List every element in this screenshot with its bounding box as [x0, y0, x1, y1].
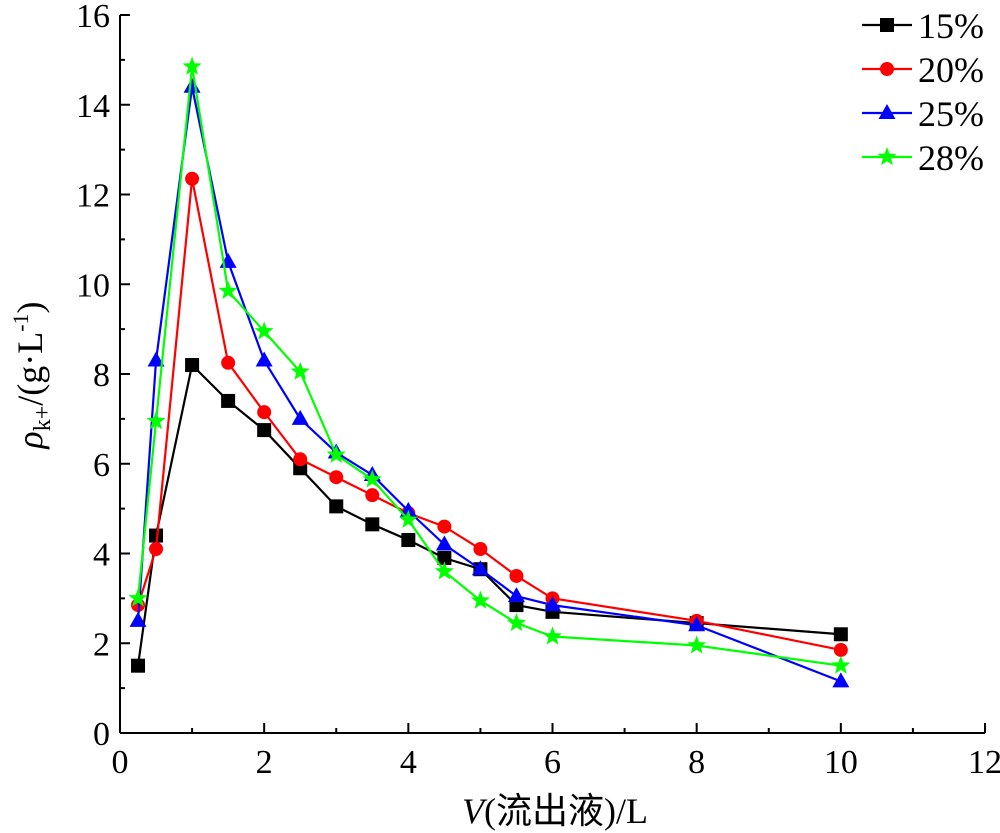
series-28pct-point [146, 411, 166, 430]
y-tick-label: 10 [76, 267, 110, 304]
legend-marker [880, 62, 894, 76]
series-20pct-point [509, 568, 524, 583]
series-20pct-point [473, 542, 488, 557]
x-tick-label: 8 [688, 744, 705, 781]
x-tick-label: 4 [400, 744, 417, 781]
series-25pct-point [471, 560, 489, 576]
series-28pct-point [542, 626, 563, 645]
series-25pct-point [147, 351, 165, 367]
series-28pct-point [434, 561, 454, 580]
y-tick-label: 8 [93, 357, 110, 394]
series-28pct-point [687, 635, 707, 654]
series-20pct-point [365, 488, 380, 503]
y-tick-label: 4 [93, 537, 110, 574]
series-15pct [131, 358, 848, 673]
legend-label: 28% [918, 138, 984, 178]
series-28pct [128, 56, 851, 674]
series-28pct-point [831, 655, 851, 674]
series-28pct-point [254, 321, 274, 340]
series-15pct-point [185, 358, 200, 373]
series-20pct-point [329, 470, 344, 485]
y-tick-label: 12 [76, 178, 110, 215]
series-28pct-point [362, 469, 382, 488]
series-25pct-point [688, 616, 706, 632]
x-tick-label: 2 [256, 744, 273, 781]
series-15pct-point [131, 658, 146, 673]
series-15pct-point [365, 517, 380, 532]
series-28pct-point [398, 509, 418, 528]
x-tick-label: 6 [544, 744, 561, 781]
series-25pct-point [507, 587, 525, 603]
series-25pct [129, 77, 850, 688]
series-20pct-point [149, 542, 164, 557]
legend-label: 15% [918, 6, 984, 46]
legend-item-25pct: 25% [862, 94, 984, 134]
legend-marker [877, 147, 897, 166]
series-20pct-point [437, 519, 452, 534]
legend-item-28pct: 28% [862, 138, 984, 178]
x-tick-label: 12 [968, 744, 1000, 781]
series-20pct-point [293, 452, 308, 467]
series-28pct-point [506, 613, 526, 632]
legend-item-20pct: 20% [862, 50, 984, 90]
series-15pct-point [149, 528, 164, 543]
series-15pct-point [833, 627, 848, 642]
axes: 0 2 4 6 8 10 12 0 2 4 6 8 10 12 14 16 [76, 0, 1000, 781]
series-15pct-point [401, 533, 416, 548]
series-25pct-point [129, 611, 147, 627]
y-tick-label: 2 [93, 626, 110, 663]
series-28pct-point [470, 590, 490, 609]
series-25pct-point [435, 535, 453, 551]
series-20pct-point [833, 642, 848, 657]
series-28pct-point [218, 280, 238, 300]
series-25pct-point [544, 596, 561, 612]
legend-item-15pct: 15% [862, 6, 984, 46]
series-layer [128, 56, 851, 688]
series-28pct-point [326, 444, 346, 463]
series-15pct-point [221, 393, 236, 408]
x-tick-label: 0 [112, 744, 129, 781]
series-20pct-point [257, 405, 272, 420]
legend-label: 20% [918, 50, 984, 90]
series-28pct-point [182, 56, 202, 75]
legend-marker [878, 104, 896, 119]
legend-label: 25% [918, 94, 984, 134]
series-20pct [131, 171, 848, 657]
series-25pct-point [832, 672, 850, 688]
legend: 15%20%25%28% [862, 6, 984, 178]
series-25pct-point [255, 351, 273, 367]
x-tick-label: 10 [824, 744, 858, 781]
series-20pct-point [185, 171, 200, 186]
series-28pct-point [128, 588, 148, 607]
series-25pct-point [399, 501, 417, 517]
series-25pct-point [183, 77, 201, 93]
series-15pct-line [136, 362, 841, 666]
series-15pct-point [437, 550, 452, 565]
series-15pct-point [329, 499, 344, 514]
legend-marker [880, 18, 894, 32]
y-tick-label: 0 [93, 716, 110, 753]
y-tick-label: 6 [93, 447, 110, 484]
y-tick-label: 16 [76, 0, 110, 35]
y-tick-label: 14 [76, 88, 110, 125]
series-15pct-point [257, 423, 272, 438]
series-28pct-point [290, 361, 310, 380]
y-axis-title: ρk+/(g·L-1) [8, 301, 56, 449]
series-20pct-point [221, 355, 236, 370]
series-25pct-point [291, 409, 309, 425]
x-axis-title: V(流出液)/L [462, 791, 648, 831]
